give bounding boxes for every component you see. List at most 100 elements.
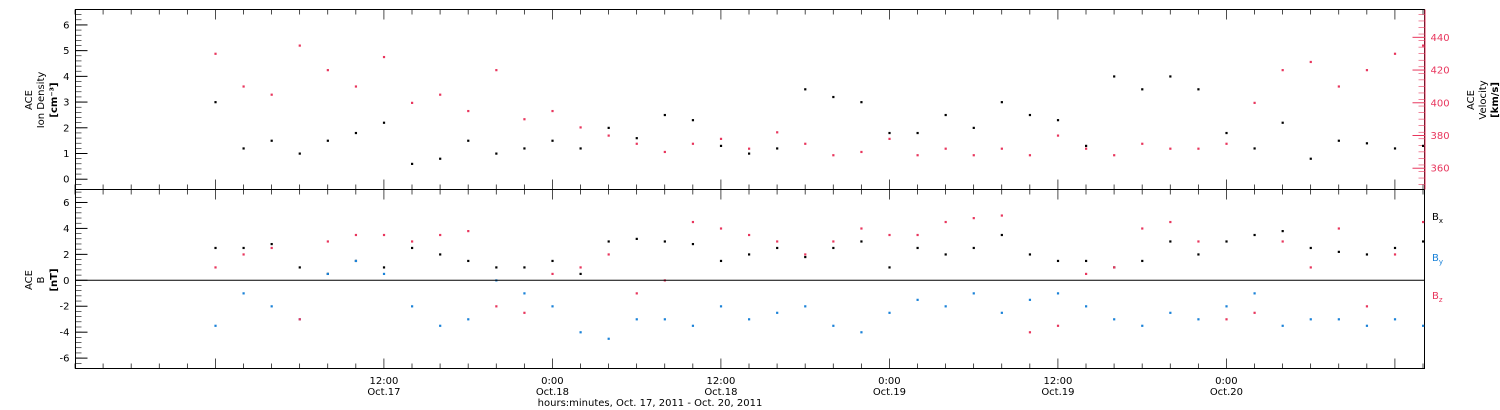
bottom-point-x (1337, 250, 1340, 253)
top-point-ion-density (439, 157, 442, 160)
top-point-velocity (1281, 69, 1284, 72)
top-point-velocity (495, 69, 498, 72)
bottom-point-z (579, 266, 582, 269)
top-right-tick-label: 420 (1431, 66, 1450, 77)
bottom-point-z (1056, 324, 1060, 327)
bottom-point-z (1422, 220, 1425, 224)
bottom-point-y (972, 292, 975, 295)
bottom-left-tick-label: 2 (63, 250, 69, 261)
bottom-point-x (916, 246, 919, 250)
bottom-point-y (663, 318, 666, 321)
top-point-velocity (411, 101, 414, 104)
bottom-point-z (776, 240, 779, 243)
top-point-velocity (1085, 147, 1088, 150)
x-tick-date-label: Oct.18 (536, 387, 569, 398)
bottom-left-tick-label: -4 (60, 328, 70, 339)
bottom-point-y (1000, 311, 1003, 314)
bottom-left-label-1: ACE (24, 270, 35, 290)
x-tick-hour-label: 12:00 (1044, 376, 1073, 387)
top-point-velocity (748, 147, 751, 150)
top-point-velocity (214, 52, 217, 55)
top-point-velocity (298, 44, 301, 47)
bottom-point-z (354, 233, 358, 237)
bottom-point-z (1113, 266, 1116, 269)
bottom-left-label-2: B (36, 276, 47, 283)
top-point-velocity (1113, 154, 1116, 157)
bottom-point-z (298, 318, 301, 321)
top-point-ion-density (242, 147, 245, 150)
top-left-tick-label: 6 (63, 20, 69, 31)
top-point-ion-density (1422, 144, 1425, 147)
bottom-point-y (888, 311, 891, 314)
top-point-ion-density (1141, 88, 1144, 91)
x-tick-hour-label: 12:00 (370, 376, 399, 387)
bottom-point-y (326, 272, 329, 276)
bottom-left-tick-label: 6 (63, 198, 69, 209)
x-tick-hour-label: 0:00 (1215, 376, 1237, 387)
bottom-point-y (1309, 318, 1312, 321)
top-point-ion-density (776, 147, 779, 150)
top-point-velocity (1365, 69, 1369, 72)
top-point-ion-density (411, 162, 414, 165)
bottom-point-x (1281, 230, 1284, 233)
top-point-velocity (916, 154, 919, 157)
top-point-ion-density (748, 152, 751, 155)
top-left-tick-label: 0 (63, 175, 69, 186)
top-point-velocity (860, 150, 863, 154)
bottom-point-x (1393, 246, 1397, 250)
bottom-point-x (1056, 259, 1060, 263)
bottom-point-y (382, 272, 386, 276)
bottom-point-z (411, 240, 414, 243)
bottom-point-z (1197, 240, 1200, 243)
bottom-point-x (748, 253, 751, 256)
x-tick-date-label: Oct.20 (1210, 387, 1243, 398)
top-point-velocity (354, 85, 358, 88)
top-point-velocity (439, 93, 442, 96)
top-point-ion-density (1281, 121, 1284, 124)
top-point-ion-density (691, 119, 695, 122)
top-left-tick-label: 5 (63, 46, 69, 57)
bottom-point-y (354, 259, 358, 263)
legend-bx: Bx (1432, 212, 1443, 225)
bottom-point-z (888, 233, 891, 237)
bottom-point-y (1393, 318, 1397, 321)
bottom-point-y (1169, 311, 1172, 314)
bottom-point-y (1028, 298, 1032, 301)
top-point-ion-density (1056, 119, 1060, 122)
top-right-tick-label: 400 (1431, 98, 1450, 109)
bottom-point-x (270, 242, 273, 246)
bottom-point-y (776, 311, 779, 314)
bottom-point-y (551, 305, 554, 308)
bottom-point-x (1000, 233, 1003, 237)
top-point-velocity (972, 154, 975, 157)
top-point-ion-density (467, 139, 470, 142)
top-point-velocity (579, 126, 582, 129)
top-point-ion-density (1028, 113, 1032, 117)
bottom-point-y (270, 305, 273, 308)
bottom-point-z (719, 227, 723, 230)
bottom-point-y (748, 318, 751, 321)
bottom-point-z (748, 233, 751, 237)
top-point-ion-density (214, 101, 217, 104)
top-point-ion-density (888, 131, 891, 135)
top-point-ion-density (663, 113, 666, 117)
top-right-label-3: [km/s] (1490, 82, 1500, 118)
bottom-point-y (242, 292, 245, 295)
top-point-velocity (1253, 101, 1256, 104)
bottom-point-z (214, 266, 217, 269)
top-point-ion-density (1365, 142, 1369, 145)
top-point-velocity (607, 134, 610, 137)
top-left-axis: 0 1 2 3 4 5 6 (63, 14, 88, 190)
bottom-point-x (1028, 253, 1032, 256)
bottom-panel-frame (75, 189, 1425, 369)
top-point-velocity (242, 85, 245, 88)
x-tick-date-label: Oct.19 (873, 387, 906, 398)
bottom-point-z (916, 233, 919, 237)
bottom-point-x (439, 253, 442, 256)
bottom-point-x (214, 246, 217, 250)
bottom-point-z (691, 220, 695, 224)
top-point-velocity (635, 142, 638, 145)
top-point-velocity (326, 69, 329, 72)
x-tick-date-label: Oct.19 (1041, 387, 1074, 398)
top-point-velocity (467, 109, 470, 113)
